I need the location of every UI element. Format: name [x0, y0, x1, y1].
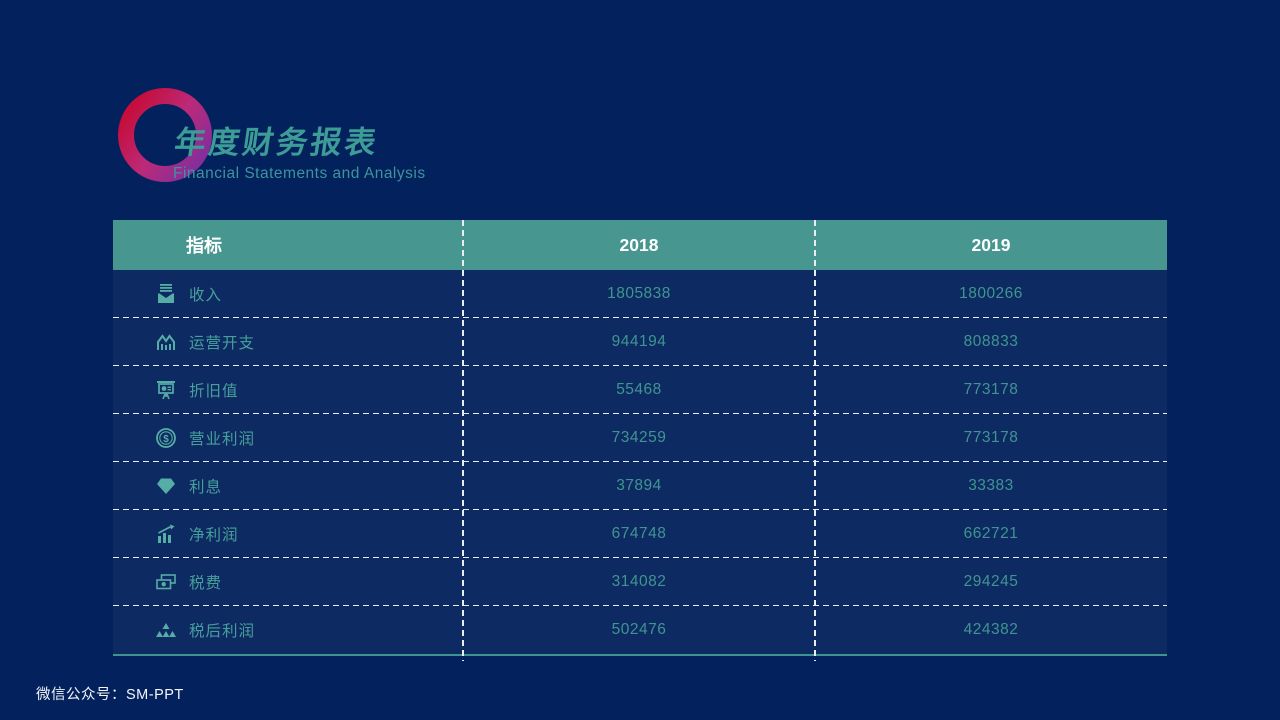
table-row-interest: 利息 37894 33383: [113, 462, 1167, 511]
table-bottom-border: [113, 654, 1167, 656]
table-row-operating-profit: $ 营业利润 734259 773178: [113, 414, 1167, 463]
ring-logo: [117, 87, 213, 183]
value-2019: 33383: [968, 477, 1014, 494]
table-header-row: 指标 2018 2019: [113, 220, 1167, 270]
bar-chart-rising-icon: [155, 523, 177, 545]
indicator-cell: 利息: [113, 475, 463, 497]
row-label: 净利润: [189, 527, 239, 544]
row-label: 运营开支: [189, 335, 256, 352]
column-separator: [462, 220, 464, 661]
value-2018: 502476: [611, 621, 667, 638]
row-label: 利息: [189, 479, 223, 496]
table-row-depreciation: 折旧值 55468 773178: [113, 366, 1167, 415]
indicator-cell: 税后利润: [113, 619, 463, 641]
gold-bars-icon: [155, 619, 177, 641]
value-2018: 674748: [611, 525, 667, 542]
indicator-cell: 税费: [113, 571, 463, 593]
column-header-2019: 2019: [971, 234, 1011, 255]
indicator-cell: 收入: [113, 283, 463, 305]
banknotes-icon: [155, 571, 177, 593]
value-2019: 773178: [963, 381, 1019, 398]
mountain-chart-icon: [155, 331, 177, 353]
value-2018: 944194: [611, 333, 667, 350]
row-label: 营业利润: [189, 431, 256, 448]
indicator-cell: 净利润: [113, 523, 463, 545]
presentation-board-icon: [155, 379, 177, 401]
value-2018: 314082: [611, 573, 667, 590]
table-row-taxes: 税费 314082 294245: [113, 558, 1167, 607]
gem-icon: [155, 475, 177, 497]
value-2018: 734259: [611, 429, 667, 446]
value-2019: 808833: [963, 333, 1019, 350]
column-separator: [814, 220, 816, 661]
value-2019: 1800266: [959, 285, 1023, 302]
wechat-account-note: 微信公众号：SM-PPT: [36, 687, 184, 703]
value-2019: 773178: [963, 429, 1019, 446]
value-2018: 55468: [616, 381, 662, 398]
table-row-revenue: 收入 1805838 1800266: [113, 270, 1167, 319]
page-subtitle: Financial Statements and Analysis: [173, 165, 426, 182]
row-label: 税后利润: [189, 623, 256, 640]
row-label: 税费: [189, 575, 223, 592]
table-row-net-profit: 净利润 674748 662721: [113, 510, 1167, 559]
value-2019: 662721: [963, 525, 1019, 542]
value-2019: 294245: [963, 573, 1019, 590]
value-2018: 37894: [616, 477, 662, 494]
page-title: 年度财务报表: [172, 125, 382, 160]
indicator-cell: 折旧值: [113, 379, 463, 401]
financial-table: 指标 2018 2019 收入: [113, 220, 1167, 661]
value-2018: 1805838: [607, 285, 671, 302]
value-2019: 424382: [963, 621, 1019, 638]
indicator-cell: $ 营业利润: [113, 427, 463, 449]
indicator-cell: 运营开支: [113, 331, 463, 353]
row-label: 折旧值: [189, 383, 239, 400]
column-header-2018: 2018: [619, 234, 659, 255]
row-label: 收入: [189, 287, 223, 304]
column-header-indicator: 指标: [186, 236, 222, 256]
table-row-operating-expenses: 运营开支 944194 808833: [113, 318, 1167, 367]
inbox-documents-icon: [155, 283, 177, 305]
svg-text:$: $: [163, 434, 169, 445]
table-body: 收入 1805838 1800266 运营开支: [113, 270, 1167, 654]
dollar-coin-icon: $: [155, 427, 177, 449]
table-row-after-tax-profit: 税后利润 502476 424382: [113, 606, 1167, 654]
title-block: 年度财务报表 Financial Statements and Analysis: [172, 117, 426, 183]
